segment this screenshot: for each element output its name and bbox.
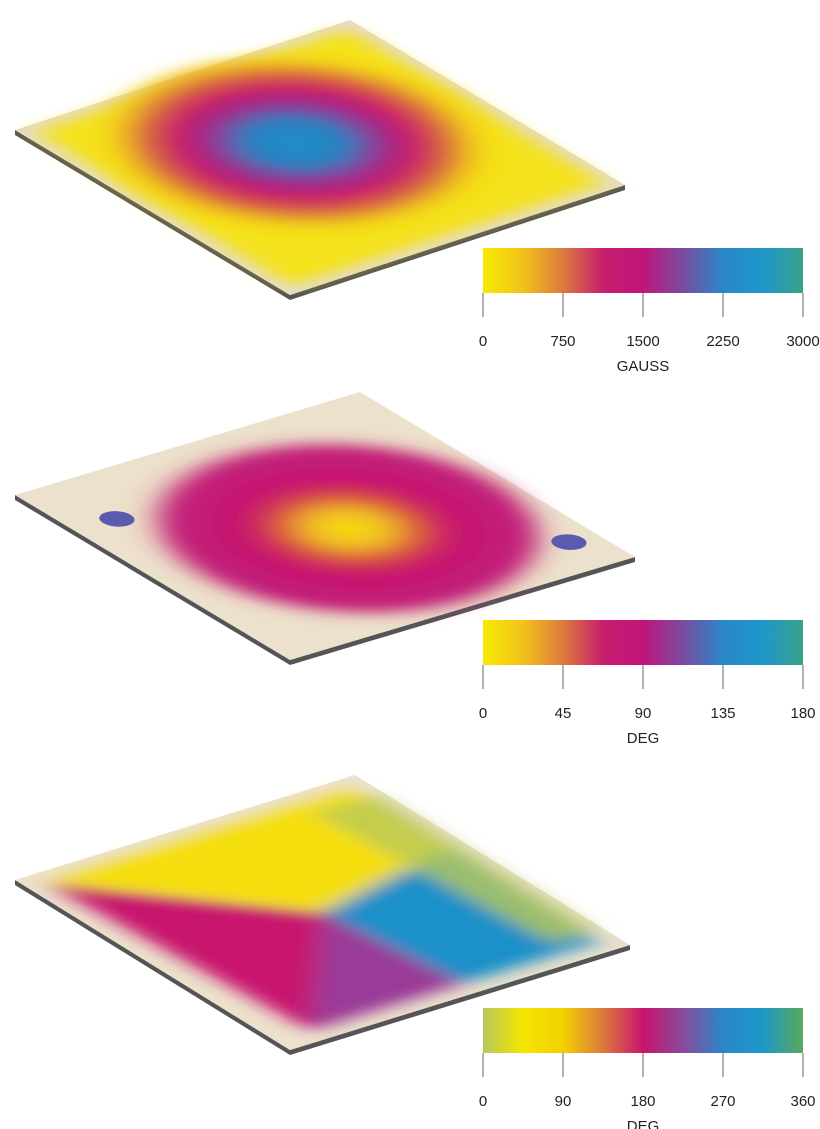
tick-label: 270	[710, 1093, 735, 1110]
tick-label: 750	[550, 333, 575, 350]
colorbar-label: DEG	[627, 1118, 660, 1129]
tick-label: 1500	[626, 333, 659, 350]
tick-label: 0	[479, 705, 487, 722]
colorbar	[483, 248, 803, 293]
tick-label: 0	[479, 333, 487, 350]
colorbar-label: DEG	[627, 730, 660, 747]
figure: 0 750 1500 2250 3000 GAUSS 0 45 90 135 180 DEG 0 90 18…	[0, 0, 820, 1129]
tick-label: 3000	[786, 333, 819, 350]
tick-label: 45	[555, 705, 572, 722]
tick-label: 0	[479, 1093, 487, 1110]
tick-label: 180	[630, 1093, 655, 1110]
tick-label: 2250	[706, 333, 739, 350]
tick-label: 180	[790, 705, 815, 722]
tick-label: 90	[555, 1093, 572, 1110]
tick-label: 90	[635, 705, 652, 722]
colorbar-label: GAUSS	[617, 358, 670, 375]
colorbars: 0 750 1500 2250 3000 GAUSS 0 45 90 135 180 DEG 0 90 18…	[479, 248, 820, 1129]
colorbar	[483, 1008, 803, 1053]
tick-label: 360	[790, 1093, 815, 1110]
page: 0 750 1500 2250 3000 GAUSS 0 45 90 135 180 DEG 0 90 18…	[0, 0, 820, 1129]
tick-label: 135	[710, 705, 735, 722]
colorbar	[483, 620, 803, 665]
